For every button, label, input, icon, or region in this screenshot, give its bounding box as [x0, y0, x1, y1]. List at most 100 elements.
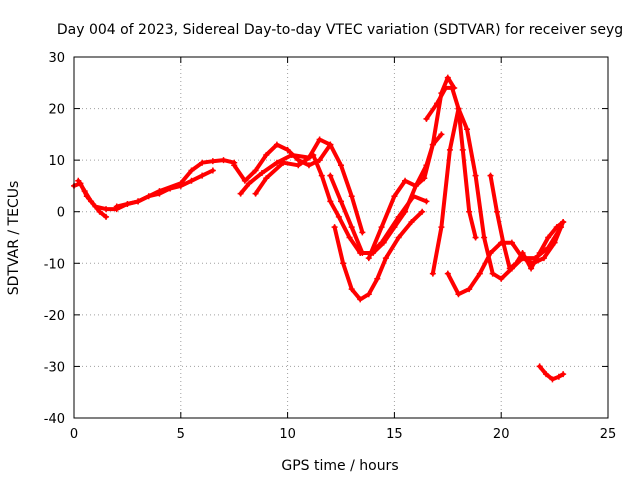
data-point — [135, 198, 142, 205]
data-point — [284, 146, 291, 153]
data-point — [81, 188, 88, 195]
data-point — [402, 208, 409, 215]
data-point — [199, 172, 206, 179]
data-point — [455, 291, 462, 298]
data-point — [540, 255, 547, 262]
data-point — [338, 162, 344, 169]
data-point — [75, 177, 82, 184]
data-point — [273, 159, 280, 166]
series-line — [332, 209, 425, 302]
data-point — [357, 296, 364, 303]
data-point — [528, 265, 535, 272]
data-point — [391, 193, 398, 200]
data-point — [327, 172, 334, 179]
data-point — [545, 234, 552, 241]
data-point — [331, 224, 338, 231]
data-point — [316, 157, 323, 164]
y-tick-label: -20 — [44, 309, 65, 324]
data-point — [365, 255, 372, 262]
data-point — [295, 157, 302, 164]
data-point — [553, 224, 560, 231]
data-point — [246, 180, 253, 187]
data-point — [188, 167, 195, 174]
series-layer — [71, 74, 567, 383]
data-point — [188, 177, 195, 184]
data-point — [423, 198, 430, 205]
x-tick-label: 20 — [493, 427, 510, 442]
data-point — [466, 286, 473, 293]
x-tick-label: 15 — [386, 427, 403, 442]
data-point — [252, 190, 259, 197]
x-tick-label: 25 — [600, 427, 617, 442]
ticks: 0 5 10 15 20 25 -40 -30 -20 -10 0 10 20 30 — [44, 51, 617, 442]
data-point — [374, 275, 381, 282]
y-tick-label: 30 — [48, 51, 65, 66]
series-track-8 — [327, 131, 445, 256]
data-point — [442, 84, 449, 91]
data-point — [252, 167, 259, 174]
x-axis-label: GPS time / hours — [281, 458, 398, 474]
data-point — [209, 167, 216, 174]
plot-frame — [73, 56, 609, 419]
data-point — [551, 239, 558, 246]
series-track-5 — [237, 136, 366, 236]
data-point — [280, 159, 287, 166]
data-point — [489, 270, 496, 277]
data-point — [455, 105, 462, 112]
data-point — [348, 286, 355, 293]
data-point — [346, 234, 353, 241]
grid — [74, 57, 608, 418]
data-point — [423, 115, 430, 122]
data-point — [103, 213, 110, 220]
data-point — [231, 162, 238, 169]
data-point — [500, 239, 507, 246]
data-point — [402, 177, 409, 184]
data-point — [555, 373, 562, 380]
data-point — [295, 162, 302, 169]
series-line — [114, 158, 237, 209]
data-point — [288, 151, 295, 158]
series-track-2 — [75, 177, 110, 220]
series-track-3 — [113, 157, 238, 210]
data-point — [487, 172, 494, 179]
data-point — [449, 84, 456, 91]
data-point — [305, 162, 312, 169]
data-point — [359, 229, 366, 236]
series-track-7 — [331, 208, 426, 303]
data-point — [96, 208, 103, 215]
y-tick-label: -10 — [44, 257, 65, 272]
series-track-14 — [536, 363, 567, 383]
data-point — [444, 270, 451, 277]
x-tick-label: 10 — [279, 427, 296, 442]
data-point — [273, 141, 280, 148]
data-point — [560, 219, 567, 226]
data-point — [348, 224, 355, 231]
data-point — [340, 260, 347, 267]
y-tick-label: 10 — [48, 154, 65, 169]
data-point — [536, 249, 543, 256]
data-point — [335, 213, 342, 220]
data-point — [156, 188, 163, 195]
data-point — [263, 151, 270, 158]
data-point — [560, 371, 567, 378]
data-point — [472, 172, 479, 179]
series-line — [366, 75, 457, 261]
data-point — [88, 198, 95, 205]
y-tick-label: -30 — [44, 360, 65, 375]
data-point — [365, 291, 372, 298]
chart-title: Day 004 of 2023, Sidereal Day-to-day VTE… — [57, 22, 623, 38]
data-point — [395, 234, 402, 241]
data-point — [103, 206, 110, 213]
data-point — [237, 190, 244, 197]
y-axis-label: SDTVAR / TECUs — [6, 181, 22, 296]
data-point — [438, 131, 445, 138]
data-point — [177, 180, 184, 187]
data-point — [408, 219, 415, 226]
x-tick-label: 5 — [177, 427, 185, 442]
data-point — [481, 234, 488, 241]
data-point — [378, 224, 385, 231]
series-track-9 — [365, 74, 458, 262]
data-point — [466, 208, 473, 215]
data-point — [549, 376, 556, 383]
